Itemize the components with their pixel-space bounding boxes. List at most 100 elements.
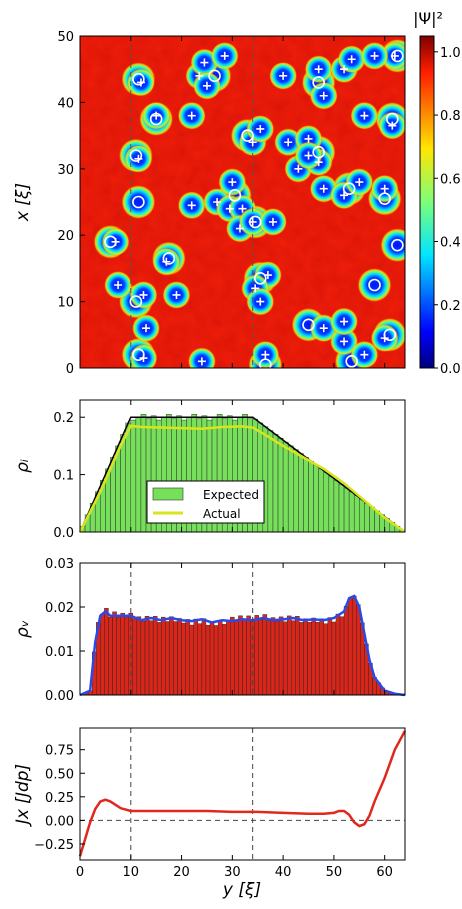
legend-label-expected: Expected	[203, 488, 259, 502]
rho-i-bar	[339, 484, 344, 532]
rho-v-bar	[145, 616, 149, 695]
rho-i-bar	[298, 454, 303, 532]
jx-x-tick-label: 0	[76, 865, 84, 880]
rho-v-bar	[312, 618, 316, 695]
rho-i-bar	[268, 431, 273, 532]
rho-i-y-tick-label: 0.1	[53, 469, 74, 484]
heatmap-y-tick-label: 0	[66, 362, 74, 377]
rho-v-bar	[308, 622, 312, 695]
rho-i-bar	[288, 446, 293, 532]
jx-y-tick-label: 0.50	[45, 767, 74, 782]
rho-v-bar	[165, 622, 169, 695]
rho-v-bar	[255, 615, 259, 695]
rho-v-panel: 0.000.010.020.03 ρᵥ	[13, 557, 405, 704]
rho-i-bar	[364, 503, 369, 532]
rho-i-bar	[141, 414, 146, 532]
legend-label-actual: Actual	[203, 507, 241, 521]
jx-y-tick-label: 0.00	[45, 814, 74, 829]
jx-y-ticks: −0.250.000.250.500.75	[34, 744, 85, 853]
rho-v-bar	[267, 621, 271, 695]
heatmap-y-tick-label: 10	[57, 296, 74, 311]
rho-v-bar	[214, 625, 218, 695]
rho-v-bar	[117, 617, 121, 695]
rho-i-bar	[349, 492, 354, 532]
colorbar-tick-label: 0.8	[440, 109, 461, 124]
rho-v-bar	[344, 606, 348, 695]
rho-v-bar	[206, 625, 210, 695]
rho-v-bar	[149, 621, 153, 695]
rho-v-bar	[186, 619, 190, 695]
jx-x-label: y [ξ]	[222, 880, 261, 900]
jx-x-tick-label: 40	[275, 865, 292, 880]
rho-v-bar	[104, 608, 108, 695]
rho-v-bar	[336, 614, 340, 695]
rho-i-bar	[136, 417, 141, 532]
heatmap-y-tick-label: 20	[57, 229, 74, 244]
rho-v-bar	[243, 619, 247, 695]
jx-x-tick-label: 50	[326, 865, 343, 880]
rho-v-bar	[194, 619, 198, 695]
rho-v-y-label: ρᵥ	[13, 620, 33, 638]
vortex-core	[358, 268, 392, 302]
jx-y-tick-label: 0.25	[45, 791, 74, 806]
rho-v-y-tick-label: 0.02	[45, 601, 74, 616]
jx-y-tick-label: −0.25	[34, 838, 74, 853]
rho-v-bar	[182, 623, 186, 695]
rho-v-bar	[161, 617, 165, 695]
colorbar-label: |Ψ|²	[413, 9, 443, 28]
rho-v-bar	[287, 616, 291, 695]
rho-i-bar	[329, 477, 334, 532]
rho-i-bar	[121, 434, 126, 532]
rho-v-bar	[157, 622, 161, 695]
rho-v-bar	[283, 622, 287, 695]
jx-x-tick-label: 60	[376, 865, 393, 880]
colorbar-tick-label: 0.0	[440, 362, 461, 377]
rho-i-bar	[303, 457, 308, 532]
rho-v-bar	[352, 596, 356, 695]
jx-plot-area	[80, 728, 405, 860]
rho-i-bar	[131, 420, 136, 532]
rho-v-bar	[259, 620, 263, 695]
rho-v-bar	[108, 617, 112, 695]
rho-i-y-label: ρᵢ	[13, 459, 33, 473]
rho-v-bar	[137, 617, 141, 695]
rho-v-bar	[190, 625, 194, 695]
rho-v-bar	[348, 598, 352, 695]
rho-v-bar	[263, 614, 267, 695]
rho-i-bar	[278, 438, 283, 532]
rho-i-bar	[314, 465, 319, 532]
rho-i-bar	[283, 442, 288, 532]
rho-v-bar	[230, 617, 234, 695]
heatmap-y-tick-label: 50	[57, 30, 74, 45]
rho-v-bar	[271, 618, 275, 695]
rho-i-bar	[359, 499, 364, 532]
rho-v-bar	[328, 618, 332, 695]
rho-i-bar	[273, 434, 278, 532]
rho-v-y-tick-label: 0.00	[45, 689, 74, 704]
rho-v-bar	[332, 622, 336, 695]
colorbar-tick-label: 0.4	[440, 236, 461, 251]
rho-i-bar	[344, 488, 349, 532]
rho-v-bar	[247, 616, 251, 695]
rho-i-panel: 0.00.10.2 ρᵢ Expected Actual	[13, 400, 405, 541]
rho-i-bar	[369, 507, 374, 532]
rho-v-bar	[125, 617, 129, 695]
rho-v-bar	[299, 622, 303, 695]
rho-i-bar	[334, 480, 339, 532]
jx-x-tick-label: 20	[173, 865, 190, 880]
colorbar-tick-label: 1.0	[440, 46, 461, 61]
jx-y-label: Jx [Jdp]	[13, 764, 33, 827]
vortex-core	[121, 185, 155, 219]
rho-v-bar	[141, 621, 145, 695]
jx-x-tick-label: 30	[224, 865, 241, 880]
rho-v-y-ticks: 0.000.010.020.03	[45, 557, 85, 704]
heatmap-field	[80, 36, 414, 382]
rho-v-bar	[153, 616, 157, 695]
rho-v-bar	[218, 621, 222, 695]
colorbar-tick-label: 0.6	[440, 172, 461, 187]
rho-v-bar	[169, 617, 173, 695]
rho-v-bar	[324, 624, 328, 695]
